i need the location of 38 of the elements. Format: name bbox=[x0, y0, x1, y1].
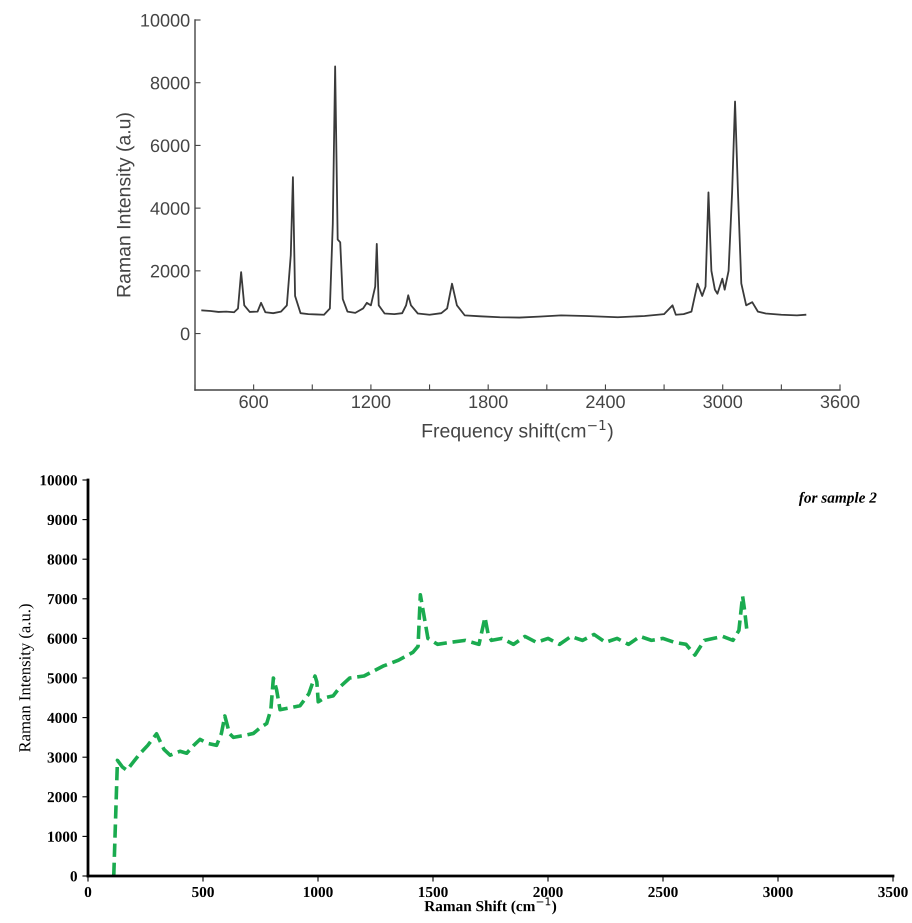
y-tick-label: 6000 bbox=[150, 139, 190, 152]
y-tick-label: 1000 bbox=[48, 832, 77, 842]
y-tick-label: 6000 bbox=[48, 634, 77, 644]
y-axis-title: Raman Intensity (a.u) bbox=[116, 113, 134, 296]
y-tick-label: 10000 bbox=[40, 475, 77, 486]
x-tick-label: 0 bbox=[84, 886, 92, 898]
y-tick-label: 2000 bbox=[150, 264, 190, 278]
x-tick-label: 2500 bbox=[648, 886, 678, 898]
y-tick-label: 8000 bbox=[48, 554, 77, 565]
x-tick-label: 3000 bbox=[763, 886, 793, 898]
line-series bbox=[201, 66, 806, 318]
x-tick-label: 1500 bbox=[418, 886, 448, 898]
x-tick-label: 2400 bbox=[586, 395, 625, 408]
x-axis-title: Frequency shift(cm$^{−1}$) bbox=[422, 420, 613, 442]
y-tick-label: 0 bbox=[180, 327, 190, 340]
y-tick-label: 0 bbox=[70, 871, 77, 882]
annotation: for sample 2 bbox=[798, 492, 877, 506]
x-tick-label: 3600 bbox=[820, 395, 860, 408]
x-axis-title: Raman Shift (cm$^{−1}$) bbox=[424, 897, 556, 914]
x-tick-label: 1000 bbox=[304, 886, 333, 898]
y-tick-label: 7000 bbox=[48, 594, 77, 604]
y-axis-title: Raman Intensity (a.u.) bbox=[18, 604, 34, 752]
x-tick-label: 600 bbox=[239, 395, 268, 408]
y-tick-label: 3000 bbox=[48, 752, 77, 763]
y-tick-label: 2000 bbox=[48, 792, 77, 802]
y-tick-label: 8000 bbox=[150, 76, 190, 90]
x-tick-label: 500 bbox=[192, 886, 214, 898]
x-tick-label: 1200 bbox=[352, 395, 390, 408]
y-tick-label: 4000 bbox=[47, 712, 77, 724]
y-tick-label: 5000 bbox=[48, 673, 77, 684]
y-tick-label: 10000 bbox=[141, 14, 190, 27]
y-tick-label: 4000 bbox=[150, 202, 190, 215]
line-series bbox=[112, 593, 749, 876]
x-tick-label: 1800 bbox=[469, 395, 508, 408]
x-tick-label: 3500 bbox=[878, 886, 908, 898]
y-tick-label: 9000 bbox=[47, 514, 77, 526]
x-tick-label: 2000 bbox=[533, 886, 563, 898]
x-tick-label: 3000 bbox=[703, 395, 742, 408]
